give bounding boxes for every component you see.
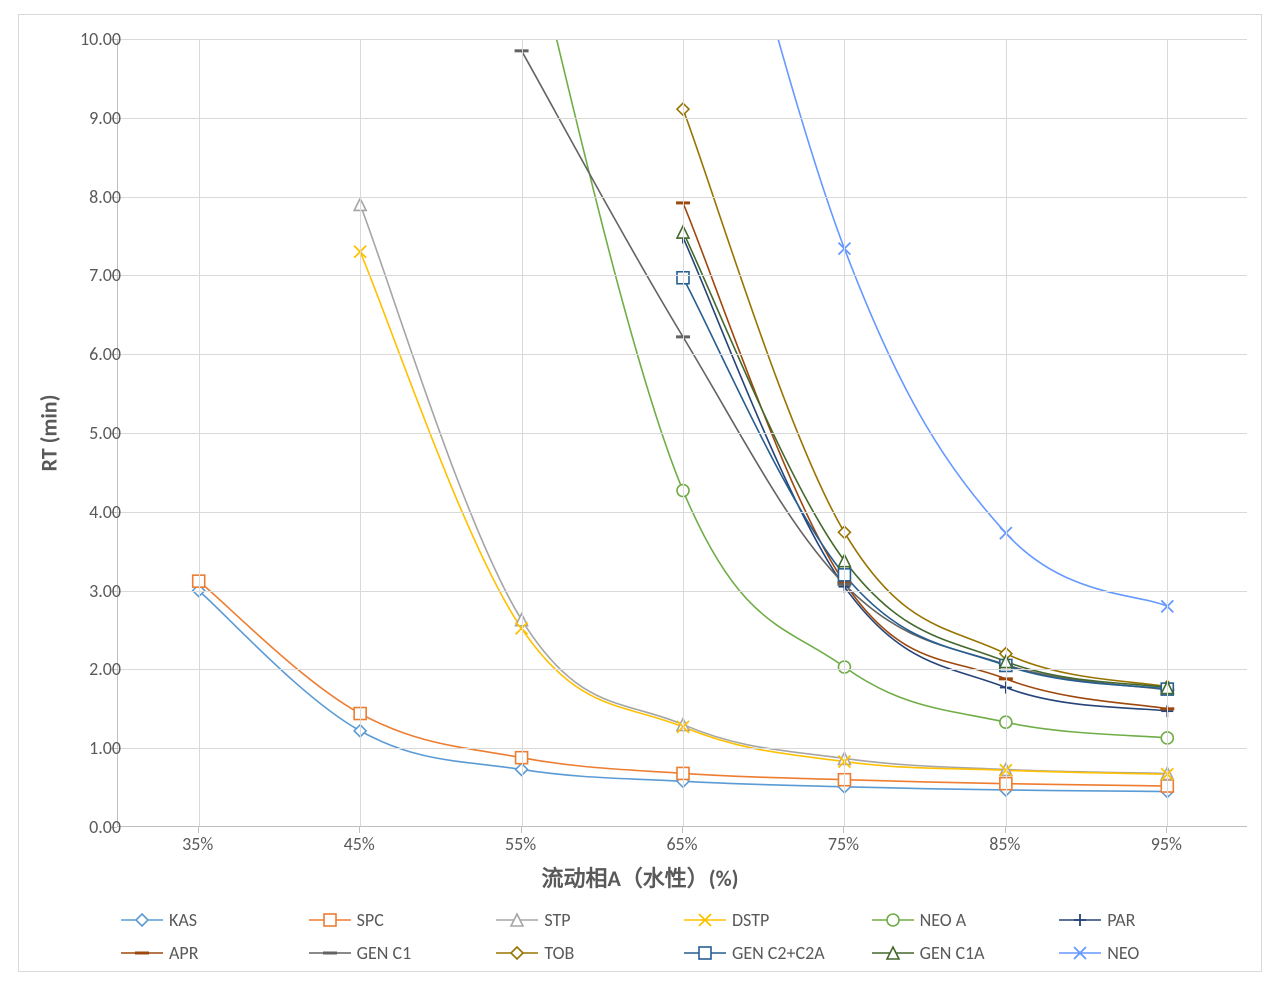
x-tick-label: 85% xyxy=(989,833,1020,855)
y-tick-label: 4.00 xyxy=(89,501,121,523)
legend-item-STP: STP xyxy=(494,905,682,935)
series-line-DSTP xyxy=(360,252,1167,774)
y-tick-label: 6.00 xyxy=(89,343,121,365)
chart-frame: RT (min) 流动相A（水性）(%) 0.00 1.00 2.00 3.00 4.0… xyxy=(18,14,1262,972)
legend-label: TOB xyxy=(544,942,574,964)
legend-item-TOB: TOB xyxy=(494,938,682,968)
legend: KAS SPC STP DSTP NEO A PAR APR GEN C1 TOB GEN C2+… xyxy=(119,903,1245,969)
series-line-GEN_C2C2A xyxy=(683,278,1167,689)
plot-area xyxy=(117,39,1247,827)
x-tick-label: 35% xyxy=(182,833,213,855)
x-tick-label: 55% xyxy=(505,833,536,855)
legend-item-GEN_C2C2A: GEN C2+C2A xyxy=(682,938,870,968)
legend-item-NEO_A: NEO A xyxy=(870,905,1058,935)
x-tick-label: 65% xyxy=(666,833,697,855)
y-tick-label: 3.00 xyxy=(89,580,121,602)
x-tick-label: 45% xyxy=(344,833,375,855)
legend-label: GEN C1A xyxy=(920,942,985,964)
x-tick-label: 75% xyxy=(828,833,859,855)
series-line-STP xyxy=(360,204,1167,773)
x-axis-title: 流动相A（水性）(%) xyxy=(541,861,738,893)
legend-label: PAR xyxy=(1107,909,1135,931)
y-tick-label: 7.00 xyxy=(89,264,121,286)
legend-item-GEN_C1A: GEN C1A xyxy=(870,938,1058,968)
legend-label: KAS xyxy=(169,909,197,931)
legend-item-KAS: KAS xyxy=(119,905,307,935)
legend-item-NEO: NEO xyxy=(1057,938,1245,968)
y-tick-label: 5.00 xyxy=(89,422,121,444)
legend-item-GEN_C1: GEN C1 xyxy=(307,938,495,968)
legend-label: APR xyxy=(169,942,199,964)
legend-label: GEN C1 xyxy=(357,942,412,964)
x-tick-label: 95% xyxy=(1151,833,1182,855)
legend-label: DSTP xyxy=(732,909,769,931)
legend-item-PAR: PAR xyxy=(1057,905,1245,935)
series-line-APR xyxy=(683,203,1167,709)
legend-item-DSTP: DSTP xyxy=(682,905,870,935)
legend-item-APR: APR xyxy=(119,938,307,968)
legend-label: STP xyxy=(544,909,570,931)
y-tick-label: 2.00 xyxy=(89,658,121,680)
legend-label: NEO A xyxy=(920,909,967,931)
y-axis-title: RT (min) xyxy=(36,395,63,472)
legend-label: SPC xyxy=(357,909,384,931)
y-tick-label: 1.00 xyxy=(89,737,121,759)
y-tick-label: 9.00 xyxy=(89,107,121,129)
legend-label: NEO xyxy=(1107,942,1139,964)
legend-item-SPC: SPC xyxy=(307,905,495,935)
y-tick-label: 0.00 xyxy=(89,816,121,838)
legend-label: GEN C2+C2A xyxy=(732,942,825,964)
series-line-NEO xyxy=(683,0,1167,606)
y-tick-label: 10.00 xyxy=(80,28,121,50)
y-tick-label: 8.00 xyxy=(89,186,121,208)
